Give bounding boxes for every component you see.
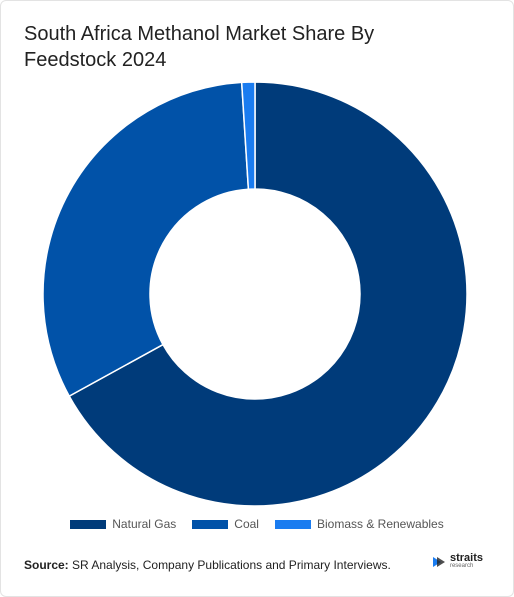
logo: straits research <box>431 553 483 570</box>
legend-swatch <box>70 519 107 529</box>
source: Source: SR Analysis, Company Publication… <box>24 558 391 572</box>
source-label: Source: <box>24 558 69 572</box>
legend: Natural Gas Coal Biomass & Renewables <box>1 517 513 531</box>
legend-item: Natural Gas <box>70 517 176 531</box>
logo-icon <box>432 556 445 567</box>
legend-item: Biomass & Renewables <box>274 517 444 531</box>
legend-label: Biomass & Renewables <box>316 517 444 531</box>
donut-slice <box>68 81 468 507</box>
chart <box>42 81 468 507</box>
donut-slice <box>42 81 250 398</box>
legend-swatch <box>274 519 311 529</box>
source-text: SR Analysis, Company Publications and Pr… <box>72 558 391 572</box>
donut-slice <box>240 81 256 191</box>
legend-swatch <box>192 519 229 529</box>
legend-label: Coal <box>234 517 259 531</box>
chart-title: South Africa Methanol Market Share By Fe… <box>24 23 375 71</box>
legend-item: Coal <box>192 517 259 531</box>
logo-text: straits <box>449 552 483 564</box>
logo-sub: research <box>449 563 474 569</box>
legend-label: Natural Gas <box>112 517 177 531</box>
